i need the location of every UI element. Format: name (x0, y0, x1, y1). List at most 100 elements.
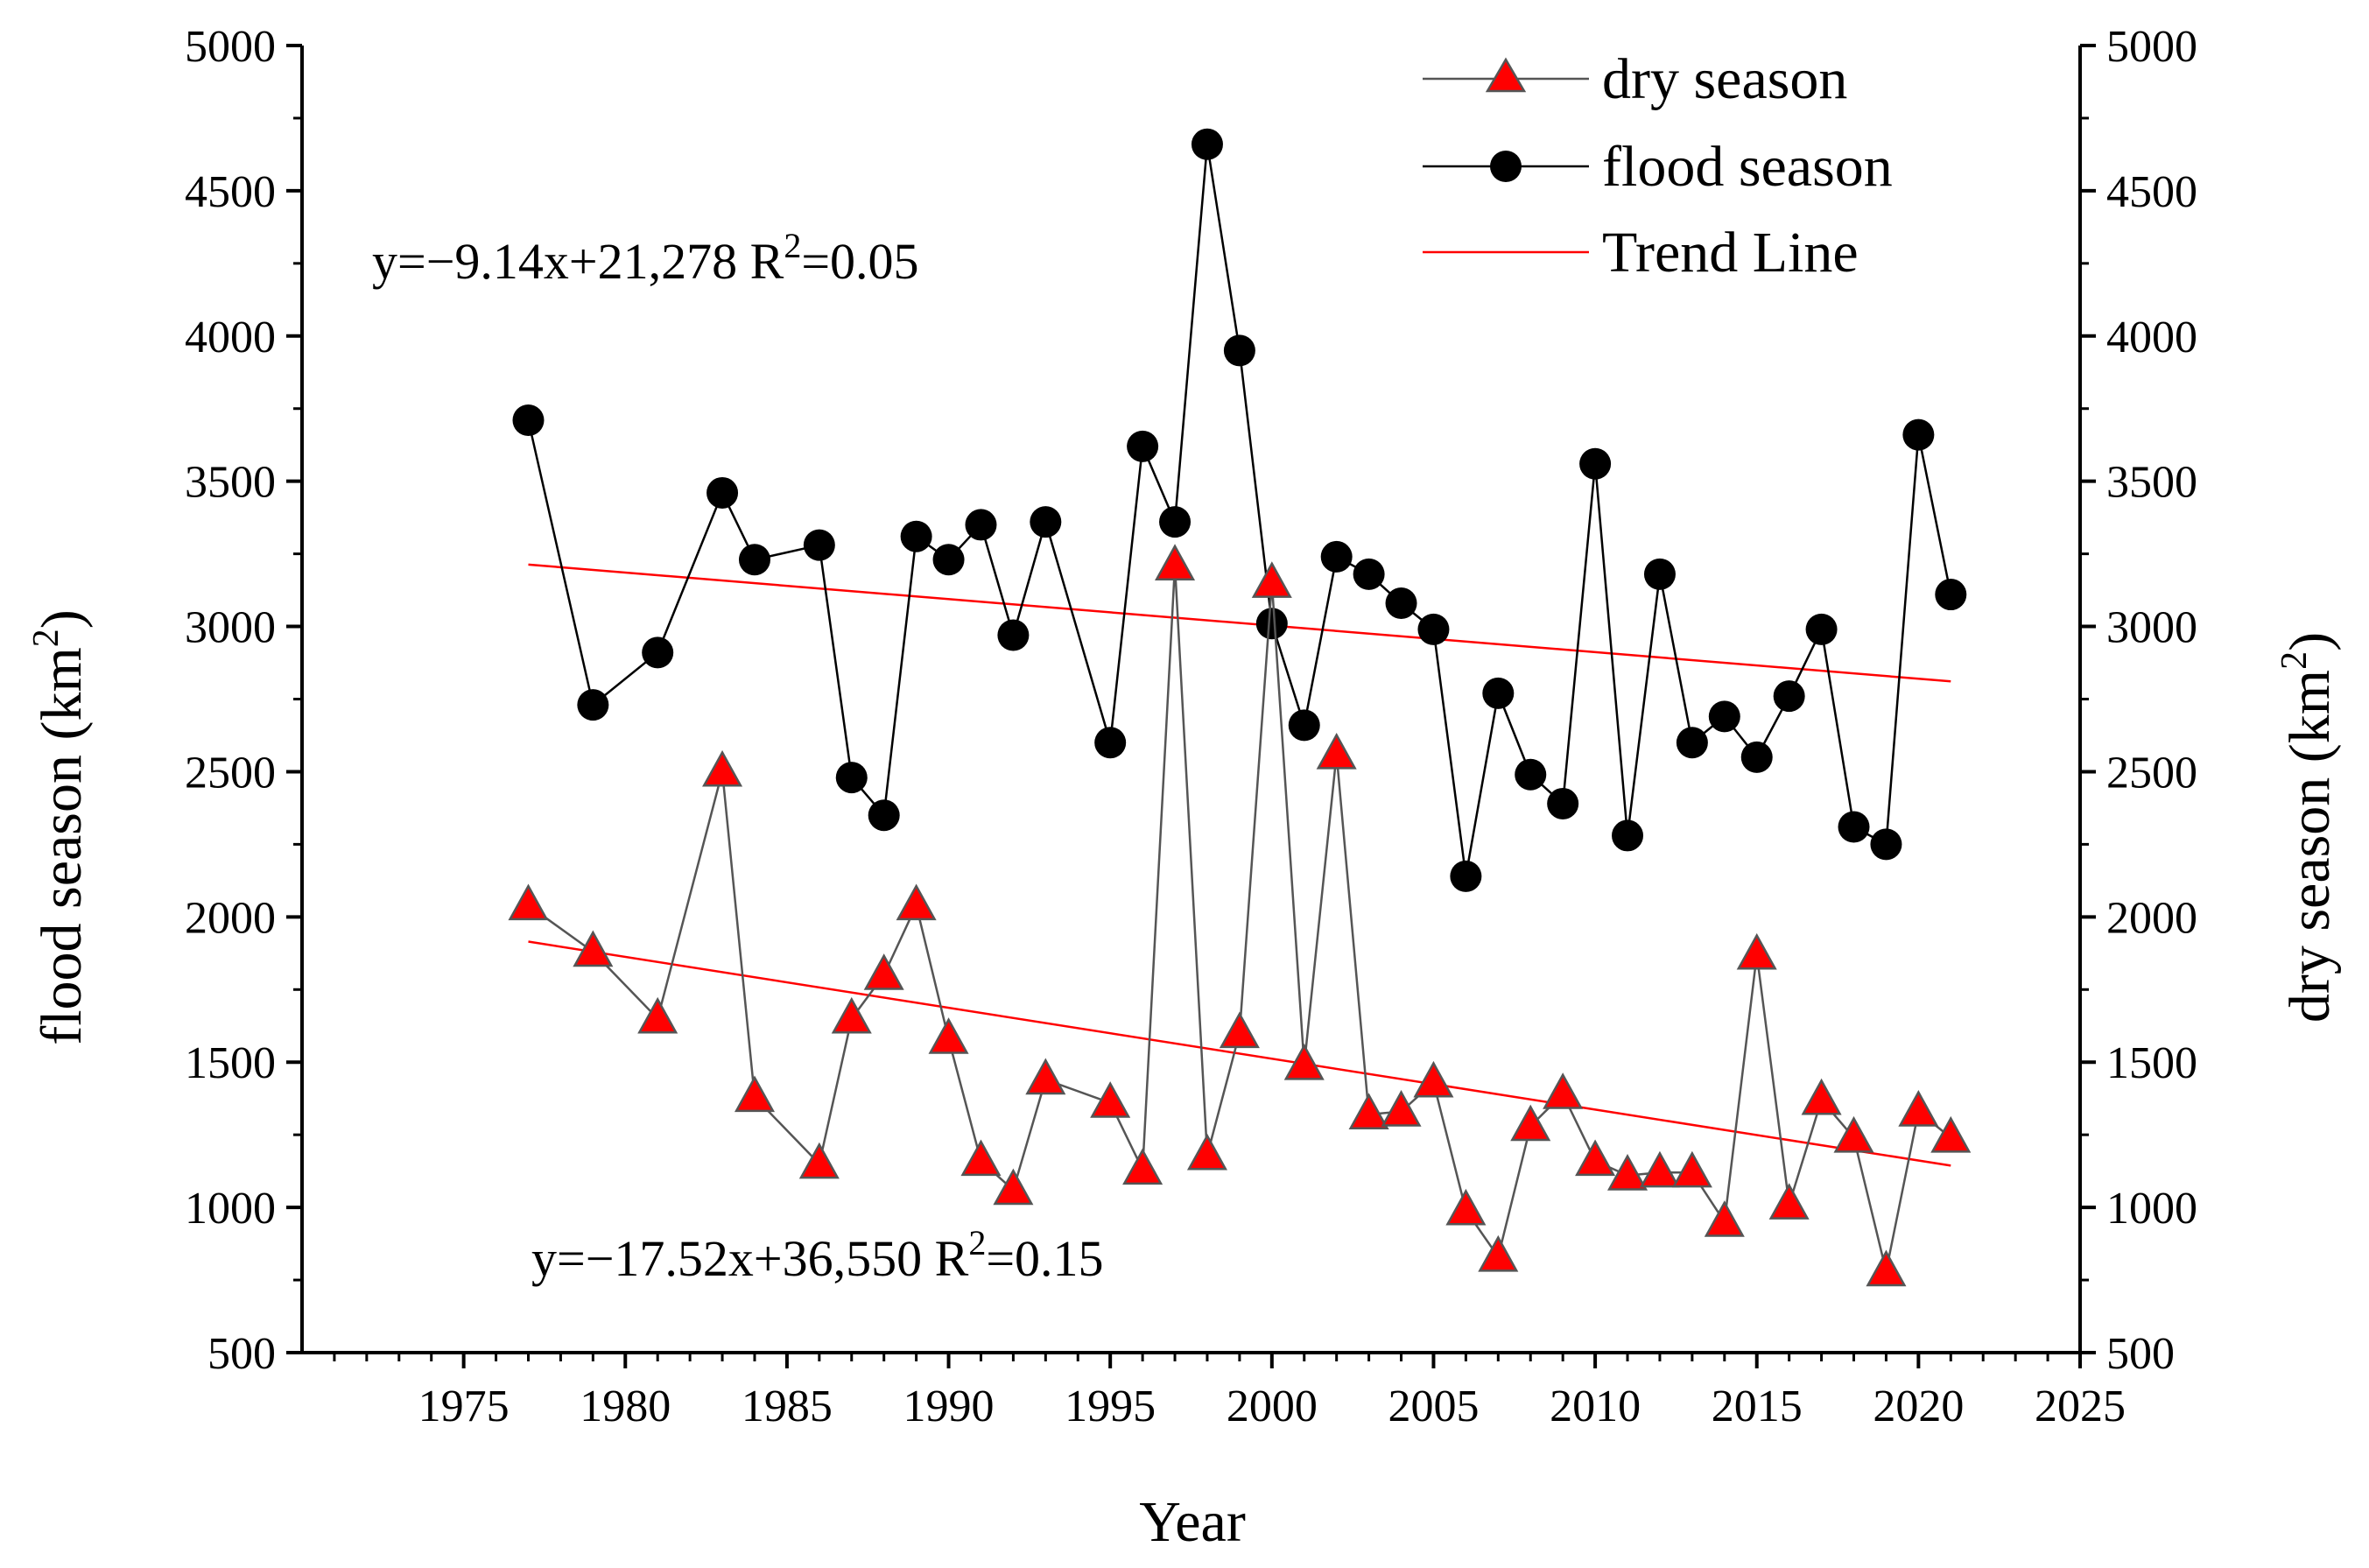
flood-trend-line (528, 563, 1951, 683)
left-y-tick-label: 1500 (185, 1038, 276, 1088)
left-y-tick-label: 500 (207, 1329, 276, 1379)
right-y-axis-title-main: dry season (km (2278, 670, 2342, 1023)
dry-point (1510, 1104, 1551, 1142)
right-y-axis-title-close: ) (2278, 632, 2342, 651)
axes-group (286, 44, 2096, 1368)
dry-point (1671, 1150, 1712, 1188)
flood-point (1127, 430, 1159, 462)
dry-point (1283, 1043, 1325, 1080)
flood-point (1838, 811, 1870, 843)
legend-trend-label: Trend Line (1602, 221, 1859, 285)
right-y-tick-label: 2000 (2106, 893, 2197, 943)
left-y-tick-label: 3500 (185, 458, 276, 508)
flood-equation-prefix: y=−9.14x+21,278 R (372, 233, 784, 290)
left-y-axis-title: flood season (km2) (26, 609, 94, 1045)
flood-point (1030, 506, 1062, 538)
flood-point (1676, 727, 1708, 759)
flood-point (738, 544, 770, 576)
dry-point (1930, 1115, 1972, 1153)
dry-point (1316, 732, 1357, 770)
x-tick-label: 1990 (903, 1382, 995, 1431)
flood-point (835, 762, 868, 794)
right-y-tick-label: 4000 (2106, 313, 2197, 362)
x-tick-label: 2020 (1873, 1382, 1964, 1431)
dry-point (993, 1168, 1034, 1206)
x-tick-label: 2005 (1388, 1382, 1479, 1431)
dry-point (1606, 1154, 1648, 1191)
x-tick-label: 1995 (1065, 1382, 1156, 1431)
flood-point (1870, 828, 1902, 861)
legend: dry season flood season Trend Line (1423, 47, 1893, 285)
left-y-tick-label: 4500 (185, 167, 276, 217)
dry-point (1348, 1093, 1389, 1130)
right-y-tick-label: 4500 (2106, 167, 2197, 217)
flood-point (1385, 587, 1417, 620)
right-y-axis-title-sup: 2 (2274, 651, 2315, 670)
series-group (508, 128, 1972, 1287)
dry-point (960, 1139, 1002, 1177)
left-y-tick-label: 1000 (185, 1184, 276, 1234)
trend-lines-group (528, 563, 1951, 1167)
flood-point (706, 476, 739, 509)
dry-point (1413, 1060, 1454, 1098)
dry-equation: y=−17.52x+36,550 R2=0.15 (531, 1223, 1104, 1287)
flood-point (1708, 700, 1740, 733)
dry-point (1219, 1011, 1260, 1049)
dry-point (1381, 1090, 1422, 1127)
dry-point (573, 930, 614, 967)
dry-series-line (527, 564, 1952, 1273)
right-y-tick-label: 3500 (2106, 458, 2197, 508)
flood-point (1482, 677, 1515, 709)
x-tick-label: 2015 (1712, 1382, 1803, 1431)
dry-point (1639, 1150, 1680, 1188)
flood-point (1935, 579, 1967, 611)
left-y-axis-title-close: ) (30, 609, 94, 629)
right-y-tick-label: 3000 (2106, 603, 2197, 653)
x-tick-label: 2000 (1227, 1382, 1318, 1431)
right-y-axis-title: dry season (km2) (2274, 632, 2342, 1023)
dry-point (637, 996, 678, 1034)
flood-point (803, 529, 835, 561)
dry-point (1866, 1249, 1907, 1287)
flood-point (900, 520, 932, 552)
dry-point (1736, 932, 1777, 970)
dry-point (702, 749, 743, 787)
flood-point (932, 544, 965, 576)
dry-point (1251, 561, 1292, 598)
flood-point (1579, 447, 1612, 480)
x-tick-label: 1975 (418, 1382, 510, 1431)
dry-equation-prefix: y=−17.52x+36,550 R (531, 1230, 969, 1287)
flood-point (642, 636, 674, 669)
dry-point (798, 1142, 840, 1179)
legend-dry-marker (1485, 57, 1527, 93)
flood-point (1612, 819, 1644, 852)
right-y-tick-label: 1500 (2106, 1038, 2197, 1088)
x-tick-label: 1985 (742, 1382, 833, 1431)
flood-point (1643, 558, 1676, 590)
flood-point (512, 404, 545, 436)
dry-point (734, 1075, 776, 1113)
left-y-tick-label: 2000 (185, 893, 276, 943)
right-y-tick-label: 1000 (2106, 1184, 2197, 1234)
flood-point (1353, 558, 1385, 590)
dry-point (863, 953, 904, 990)
left-y-axis-title-sup: 2 (26, 629, 67, 647)
legend-dry-label: dry season (1602, 47, 1847, 111)
flood-point (1320, 540, 1353, 573)
x-tick-label: 2010 (1550, 1382, 1641, 1431)
left-y-tick-label: 4000 (185, 313, 276, 362)
dry-point (1186, 1133, 1227, 1171)
flood-point (1223, 334, 1255, 367)
dry-point (1768, 1183, 1810, 1220)
flood-point (1191, 128, 1223, 160)
dry-point (1898, 1090, 1939, 1127)
right-y-tick-label: 500 (2106, 1329, 2175, 1379)
flood-equation-sup: 2 (784, 226, 801, 265)
flood-point (868, 799, 900, 832)
flood-equation-suffix: =0.05 (801, 233, 918, 290)
flood-series-line (527, 143, 1952, 878)
right-y-tick-label: 5000 (2106, 22, 2197, 72)
right-y-tick-label: 2500 (2106, 748, 2197, 798)
